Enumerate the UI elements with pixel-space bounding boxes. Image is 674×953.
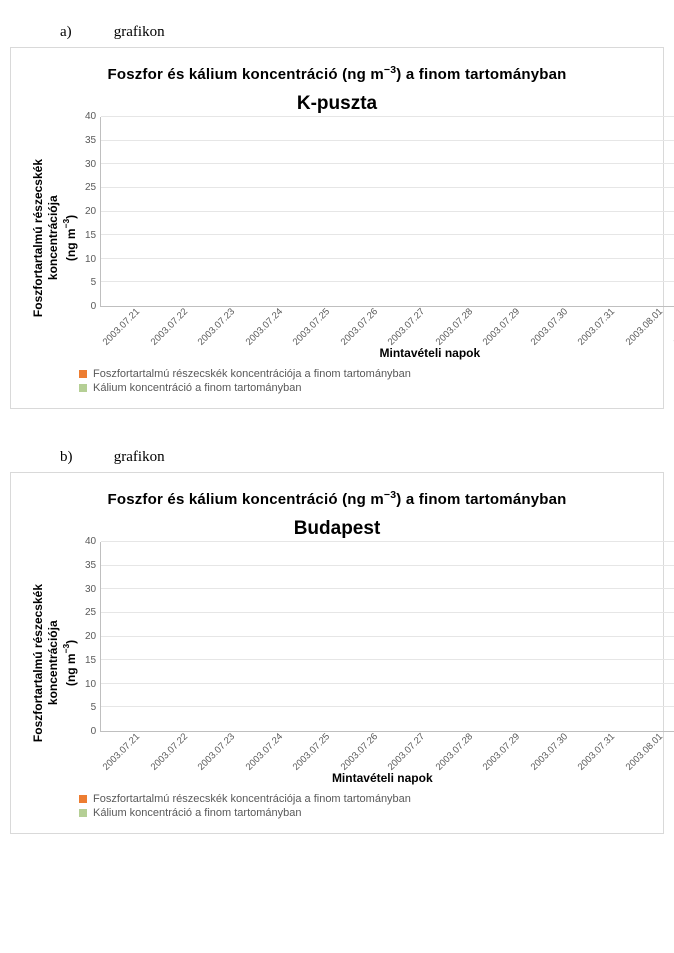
chart-panel-a: Foszfor és kálium koncentráció (ng m−3) … bbox=[10, 47, 664, 409]
xtick-label: 2003.07.29 bbox=[481, 306, 522, 347]
panel-a-xticks: 2003.07.212003.07.222003.07.232003.07.24… bbox=[109, 313, 674, 324]
xtick-label: 2003.07.28 bbox=[434, 731, 475, 772]
xtick-label: 2003.07.31 bbox=[576, 731, 617, 772]
panel-b-legend: Foszfortartalmú részecskék koncentrációj… bbox=[29, 793, 645, 819]
gridline bbox=[101, 211, 674, 212]
legend-swatch-series1 bbox=[79, 370, 87, 378]
xtick-label: 2003.07.26 bbox=[338, 306, 379, 347]
legend-text-series2: Kálium koncentráció a finom tartományban bbox=[93, 382, 302, 394]
gridline bbox=[101, 659, 674, 660]
xtick-label: 2003.07.26 bbox=[338, 731, 379, 772]
chart-panel-b: Foszfor és kálium koncentráció (ng m−3) … bbox=[10, 472, 664, 834]
caption-b-label: b) bbox=[60, 449, 110, 466]
xtick-label: 2003.07.23 bbox=[196, 306, 237, 347]
xtick-label: 2003.07.21 bbox=[101, 306, 142, 347]
panel-a-title: Foszfor és kálium koncentráció (ng m−3) … bbox=[29, 64, 645, 83]
panel-a-plot: 4035302520151050 bbox=[85, 117, 674, 307]
panel-b-plot: 4035302520151050 bbox=[85, 542, 674, 732]
xtick-label: 2003.07.31 bbox=[576, 306, 617, 347]
gridline bbox=[101, 281, 674, 282]
xtick-label: 2003.07.30 bbox=[529, 306, 570, 347]
xtick-label: 2003.08.01 bbox=[624, 731, 665, 772]
legend-swatch-series2 bbox=[79, 384, 87, 392]
xtick-label: 2003.07.30 bbox=[529, 731, 570, 772]
legend-swatch-series2-b bbox=[79, 809, 87, 817]
gridline bbox=[101, 187, 674, 188]
panel-b-ylabel: Foszfortartalmú részecskék koncentrációj… bbox=[29, 584, 81, 742]
caption-a-label: a) bbox=[60, 24, 110, 41]
panel-b-xticks: 2003.07.212003.07.222003.07.232003.07.24… bbox=[109, 738, 674, 749]
xtick-label: 2003.07.25 bbox=[291, 306, 332, 347]
gridline bbox=[101, 683, 674, 684]
panel-a-legend: Foszfortartalmú részecskék koncentrációj… bbox=[29, 368, 645, 394]
gridline bbox=[101, 612, 674, 613]
xtick-label: 2003.07.29 bbox=[481, 731, 522, 772]
xtick-label: 2003.07.27 bbox=[386, 731, 427, 772]
panel-a-subtitle: K-puszta bbox=[29, 93, 645, 115]
gridline bbox=[101, 706, 674, 707]
gridline bbox=[101, 163, 674, 164]
gridline bbox=[101, 541, 674, 542]
gridline bbox=[101, 636, 674, 637]
gridline bbox=[101, 258, 674, 259]
xtick-label: 2003.07.25 bbox=[291, 731, 332, 772]
xtick-label: 2003.07.22 bbox=[148, 731, 189, 772]
caption-a: a) grafikon bbox=[60, 24, 664, 41]
gridline bbox=[101, 588, 674, 589]
panel-a-xlabel: Mintavételi napok bbox=[85, 346, 674, 360]
panel-b-subtitle: Budapest bbox=[29, 518, 645, 540]
legend-text-series2-b: Kálium koncentráció a finom tartományban bbox=[93, 807, 302, 819]
legend-text-series1: Foszfortartalmú részecskék koncentrációj… bbox=[93, 368, 411, 380]
panel-a-ylabel: Foszfortartalmú részecskék koncentrációj… bbox=[29, 159, 81, 317]
xtick-label: 2003.07.23 bbox=[196, 731, 237, 772]
xtick-label: 2003.07.21 bbox=[101, 731, 142, 772]
xtick-label: 2003.07.24 bbox=[243, 306, 284, 347]
gridline bbox=[101, 116, 674, 117]
xtick-label: 2003.07.24 bbox=[243, 731, 284, 772]
xtick-label: 2003.07.28 bbox=[434, 306, 475, 347]
legend-swatch-series1-b bbox=[79, 795, 87, 803]
legend-text-series1-b: Foszfortartalmú részecskék koncentrációj… bbox=[93, 793, 411, 805]
xtick-label: 2003.07.22 bbox=[148, 306, 189, 347]
xtick-label: 2003.07.27 bbox=[386, 306, 427, 347]
caption-a-text: grafikon bbox=[114, 24, 165, 40]
panel-b-title: Foszfor és kálium koncentráció (ng m−3) … bbox=[29, 489, 645, 508]
caption-b: b) grafikon bbox=[60, 449, 664, 466]
gridline bbox=[101, 565, 674, 566]
gridline bbox=[101, 140, 674, 141]
panel-b-xlabel: Mintavételi napok bbox=[85, 771, 674, 785]
gridline bbox=[101, 234, 674, 235]
xtick-label: 2003.08.01 bbox=[624, 306, 665, 347]
caption-b-text: grafikon bbox=[114, 449, 165, 465]
